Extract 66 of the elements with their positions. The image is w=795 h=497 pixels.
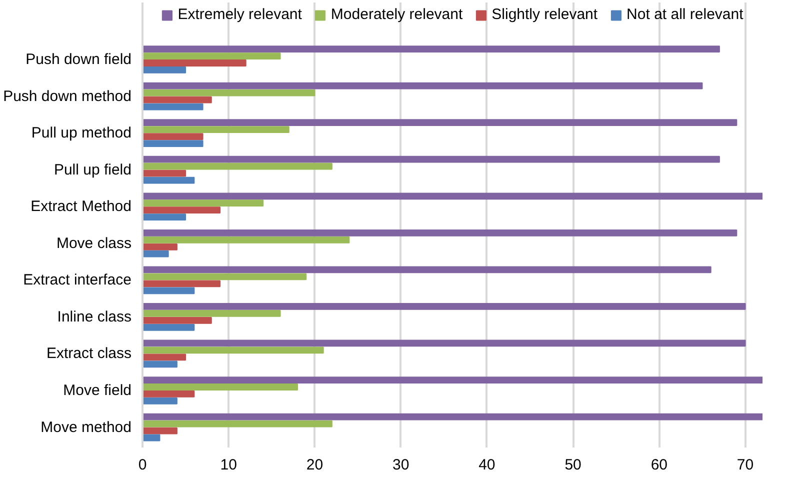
bar xyxy=(142,192,762,200)
x-tick-label: 30 xyxy=(392,456,410,474)
bar xyxy=(142,206,220,214)
bar xyxy=(142,310,281,317)
legend-label: Not at all relevant xyxy=(626,6,744,23)
bar xyxy=(142,243,178,250)
bar xyxy=(142,133,204,140)
bar xyxy=(142,176,195,184)
x-tick-label: 40 xyxy=(478,456,496,474)
bar xyxy=(142,384,298,390)
bar xyxy=(142,413,762,420)
legend-label: Moderately relevant xyxy=(330,6,463,23)
bar xyxy=(142,427,178,434)
bar xyxy=(142,316,212,324)
y-tick-label: Extract class xyxy=(46,345,132,362)
y-tick-label: Move field xyxy=(63,382,132,399)
y-tick-label: Move class xyxy=(56,234,132,252)
bar xyxy=(142,103,204,110)
bar xyxy=(142,162,332,170)
legend-label: Extremely relevant xyxy=(178,6,302,23)
bar xyxy=(142,96,212,104)
y-tick-label: Extract interface xyxy=(23,272,132,289)
x-tick-label: 70 xyxy=(736,456,754,474)
bar xyxy=(142,52,281,60)
bar xyxy=(142,324,195,331)
bar xyxy=(142,46,720,52)
y-tick-label: Inline class xyxy=(57,308,132,326)
bar xyxy=(142,273,307,280)
bar xyxy=(142,250,169,258)
bar xyxy=(142,126,290,134)
bar xyxy=(142,287,195,294)
y-tick-label: Pull up field xyxy=(54,161,132,178)
y-tick-label: Extract Method xyxy=(30,198,132,216)
bar xyxy=(142,280,220,288)
bar xyxy=(142,89,316,96)
x-tick-label: 0 xyxy=(138,456,147,474)
y-tick-label: Push down method xyxy=(3,88,132,105)
bar xyxy=(142,390,195,398)
bar xyxy=(142,66,186,74)
bar xyxy=(142,170,186,177)
bar xyxy=(142,229,738,236)
bar xyxy=(142,156,720,163)
y-tick-label: Push down field xyxy=(26,51,132,68)
bar xyxy=(142,303,746,310)
legend-label: Slightly relevant xyxy=(492,6,598,23)
bar xyxy=(142,354,186,361)
y-tick-label: Pull up method xyxy=(31,124,132,142)
bar xyxy=(142,200,264,207)
bar xyxy=(142,398,178,404)
bar xyxy=(142,119,738,126)
x-tick-label: 20 xyxy=(306,456,324,474)
bar xyxy=(142,420,332,428)
bar xyxy=(142,140,204,147)
x-tick-label: 50 xyxy=(564,456,582,474)
bar xyxy=(142,236,350,244)
bar xyxy=(142,346,324,354)
bar xyxy=(142,360,178,368)
bar xyxy=(142,266,712,274)
bar xyxy=(142,60,246,66)
x-tick-label: 10 xyxy=(220,456,237,474)
bar xyxy=(142,214,186,221)
bar xyxy=(142,82,703,90)
bar xyxy=(142,376,762,384)
y-tick-label: Move method xyxy=(40,418,132,436)
bar xyxy=(142,340,746,347)
x-tick-label: 60 xyxy=(650,456,668,474)
